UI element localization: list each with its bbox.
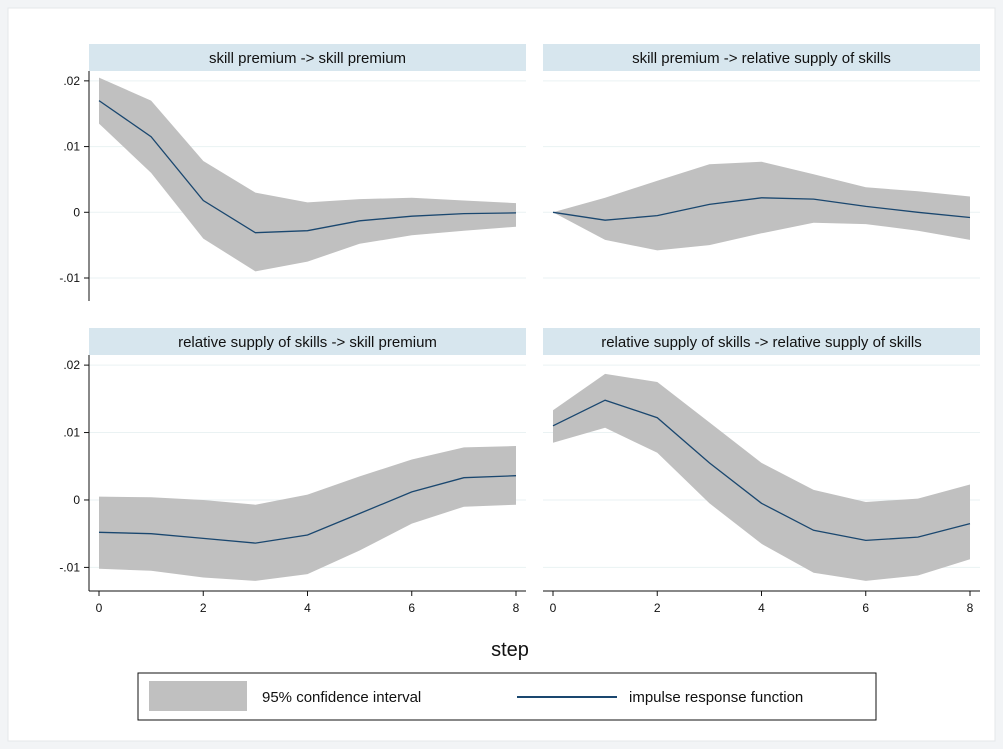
panel-title: skill premium -> relative supply of skil… — [632, 50, 891, 67]
y-tick-label: 0 — [73, 493, 80, 507]
irf-line — [552, 399, 971, 542]
irf-line — [552, 197, 971, 221]
x-tick-label: 4 — [758, 601, 765, 615]
y-tick-label: .02 — [63, 74, 80, 88]
x-tick-label: 8 — [513, 601, 520, 615]
x-tick-label: 2 — [200, 601, 207, 615]
confidence-band — [553, 373, 970, 581]
x-tick-label: 4 — [304, 601, 311, 615]
y-tick-label: -.01 — [59, 271, 80, 285]
panels-group: skill premium -> skill premium .02 .01 0 -.0… — [59, 44, 980, 615]
confidence-band — [553, 161, 970, 251]
irf-line — [98, 475, 517, 544]
y-tick-label: -.01 — [59, 560, 80, 574]
irf-line — [98, 100, 517, 234]
y-tick-label: 0 — [73, 205, 80, 219]
panel-title: relative supply of skills -> skill premi… — [178, 334, 437, 351]
panel-1: skill premium -> skill premium .02 .01 0 -.0… — [59, 44, 526, 301]
panel-title-strip — [543, 44, 980, 71]
legend-box — [137, 672, 877, 721]
legend-band-swatch — [149, 681, 247, 711]
x-tick-label: 6 — [408, 601, 415, 615]
y-tick-label: .01 — [63, 426, 80, 440]
confidence-band — [99, 77, 516, 272]
x-tick-label: 0 — [550, 601, 557, 615]
panel-2: skill premium -> relative supply of skil… — [543, 44, 980, 279]
panel-title: relative supply of skills -> relative su… — [601, 334, 922, 351]
panel-4: relative supply of skills -> relative su… — [543, 328, 980, 615]
x-tick-label: 8 — [967, 601, 974, 615]
y-tick-label: .01 — [63, 140, 80, 154]
panel-title-strip — [89, 44, 526, 71]
panel-title-strip — [89, 328, 526, 355]
legend-band-label: 95% confidence interval — [262, 689, 421, 706]
panel-3: relative supply of skills -> skill premi… — [59, 328, 526, 615]
x-axis-label: step — [491, 639, 529, 661]
legend: 95% confidence interval impulse response… — [137, 672, 877, 721]
x-tick-label: 0 — [96, 601, 103, 615]
y-tick-label: .02 — [63, 358, 80, 372]
x-tick-label: 6 — [862, 601, 869, 615]
panel-title-strip — [543, 328, 980, 355]
legend-line-label: impulse response function — [629, 689, 803, 706]
x-tick-label: 2 — [654, 601, 661, 615]
panel-title: skill premium -> skill premium — [209, 50, 406, 67]
confidence-band — [99, 446, 516, 581]
